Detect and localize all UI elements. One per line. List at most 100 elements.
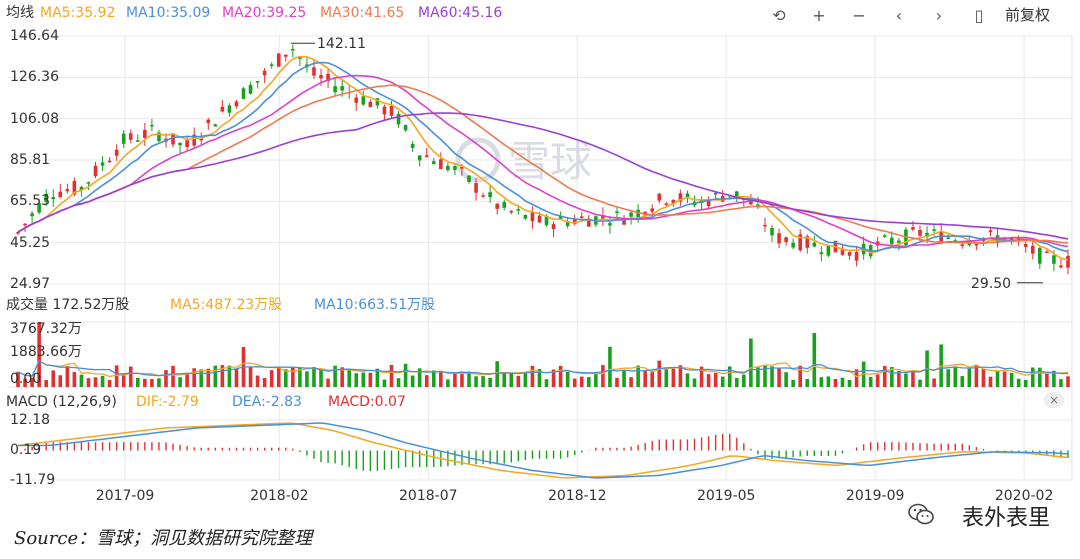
candle-body — [763, 224, 767, 227]
close-icon[interactable]: × — [1044, 392, 1064, 408]
wechat-icon — [908, 503, 934, 525]
volume-ma10: MA10:663.51万股 — [314, 297, 436, 313]
volume-bar — [354, 373, 359, 387]
candle-body — [467, 175, 471, 183]
volume-bar — [904, 373, 908, 387]
volume-bar — [164, 370, 168, 387]
candle-body — [30, 213, 34, 217]
macd-dif: DIF:-2.79 — [136, 394, 199, 410]
candle-body — [199, 138, 204, 141]
volume-bar — [157, 378, 161, 387]
volume-bar — [699, 366, 704, 387]
price-tick-label: 24.97 — [10, 276, 51, 292]
volume-bar — [798, 365, 803, 387]
candle-body — [424, 155, 429, 157]
volume-bar — [671, 368, 676, 387]
macd-tick-label: 12.18 — [10, 412, 51, 428]
adjust-toggle[interactable]: 前复权 — [1005, 6, 1051, 24]
volume-bar — [509, 372, 514, 387]
candlestick-icon[interactable]: ▯ — [974, 5, 984, 25]
candle-body — [509, 210, 514, 213]
candle-body — [530, 212, 535, 222]
volume-bar — [340, 367, 344, 387]
volume-bar — [460, 371, 464, 387]
volume-bar — [474, 376, 478, 387]
volume-bar — [58, 375, 63, 387]
volume-bar — [643, 370, 647, 387]
undo-icon[interactable]: ⟲ — [772, 5, 786, 25]
candle-body — [1023, 244, 1028, 247]
candle-body — [368, 101, 373, 108]
volume-bar — [107, 380, 112, 387]
ma-legend-item: MA20:39.25 — [222, 5, 307, 21]
candle-body — [516, 209, 521, 211]
volume-bar — [213, 365, 218, 387]
volume-bar — [932, 378, 936, 387]
candle-body — [227, 105, 232, 113]
chart-canvas: 雪球 142.11 29.50 — [8, 35, 1073, 481]
volume-bar — [424, 375, 429, 387]
candle-body — [283, 54, 288, 57]
candle-body — [706, 199, 711, 207]
candle-body — [734, 191, 739, 198]
candle-body — [192, 134, 196, 146]
volume-bar — [995, 371, 1000, 387]
volume-bar — [763, 365, 767, 387]
minus-icon[interactable]: − — [852, 5, 866, 25]
volume-bar — [523, 372, 528, 387]
volume-bar — [706, 374, 711, 387]
volume-bar — [1016, 378, 1021, 387]
candle-body — [495, 203, 499, 209]
candle-body — [354, 97, 359, 103]
candle-body — [650, 208, 655, 212]
candle-body — [150, 124, 154, 127]
volume-bar — [516, 375, 521, 387]
volume-bar — [1030, 367, 1035, 387]
candle-body — [819, 252, 824, 255]
price-tick-label: 146.64 — [10, 28, 59, 44]
chevron-right-icon[interactable]: › — [935, 5, 943, 25]
candle-body — [312, 67, 316, 76]
candle-body — [298, 57, 302, 59]
x-tick-label: 2018-02 — [250, 488, 309, 504]
candle-body — [664, 203, 669, 205]
candle-body — [544, 216, 549, 225]
volume-bar — [551, 369, 556, 387]
volume-bar — [262, 377, 267, 387]
macd-tick-label: 0.19 — [10, 442, 42, 458]
price-tick-label: 65.53 — [10, 193, 51, 210]
source-note: Source：雪球；洞见数据研究院整理 — [14, 528, 313, 549]
candle-body — [79, 186, 84, 191]
candle-body — [608, 222, 612, 226]
volume-bar — [488, 377, 492, 387]
stock-chart: 雪球 142.11 29.50 — [8, 35, 1073, 481]
candle-body — [629, 212, 633, 217]
candle-body — [960, 244, 965, 246]
candle-body — [932, 229, 936, 231]
volume-tick-label: 3767.32万 — [10, 321, 82, 337]
candle-body — [615, 211, 619, 214]
volume-bar — [890, 366, 894, 387]
candle-body — [537, 215, 542, 223]
plus-icon[interactable]: + — [812, 5, 826, 25]
volume-bar — [439, 372, 443, 387]
ma-legend-item: MA5:35.92 — [40, 5, 116, 21]
volume-bar — [333, 365, 337, 387]
chevron-left-icon[interactable]: ‹ — [895, 5, 903, 25]
candle-body — [798, 234, 803, 251]
grid-lines — [8, 35, 1073, 481]
candle-body — [791, 242, 795, 248]
volume-bar — [629, 377, 633, 387]
brand-name: 表外表里 — [961, 506, 1050, 531]
volume-bar — [248, 366, 253, 387]
volume-bar — [847, 379, 852, 387]
volume-ma5: MA5:487.23万股 — [170, 297, 283, 313]
volume-bar — [65, 366, 70, 387]
candle-body — [1045, 251, 1049, 254]
volume-bar — [784, 372, 788, 387]
volume-bar — [502, 373, 507, 387]
volume-bar — [664, 369, 669, 387]
candle-body — [784, 237, 788, 242]
volume-bar — [770, 366, 774, 387]
volume-bar — [953, 366, 958, 387]
